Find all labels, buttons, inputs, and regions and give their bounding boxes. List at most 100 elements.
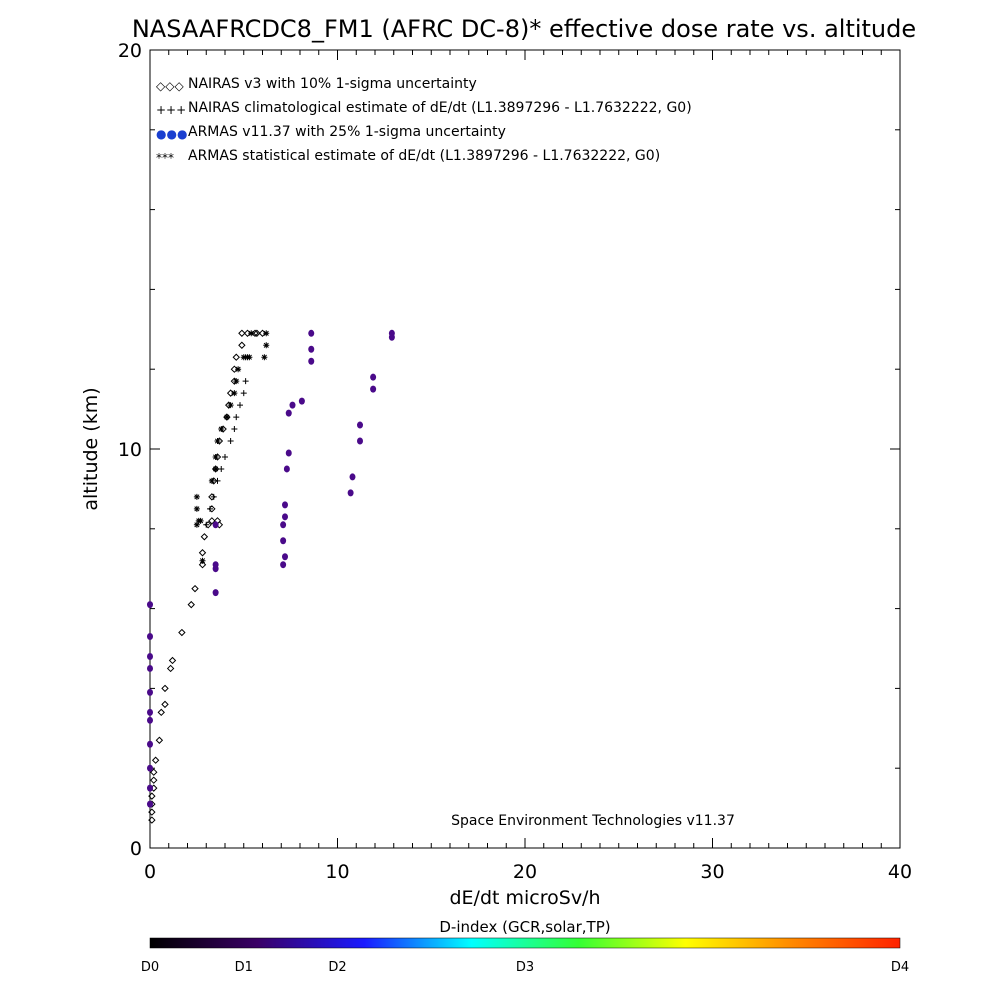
colorbar-label: D3 (516, 960, 534, 975)
armas-statistical-point (246, 354, 253, 361)
plot-frame (149, 49, 901, 849)
nairas-v3-point (200, 533, 209, 541)
legend-label: ARMAS statistical estimate of dE/dt (L1.… (188, 148, 660, 164)
armas-statistical-point (223, 414, 230, 421)
nairas-v3-point (243, 329, 252, 337)
armas-point (147, 664, 153, 672)
armas-point (212, 561, 219, 569)
armas-point (282, 553, 288, 561)
armas-point (212, 521, 219, 529)
nairas-v3-point (148, 808, 156, 816)
colorbar-title: D-index (GCR,solar,TP) (439, 918, 610, 936)
nairas-v3-point (230, 365, 239, 373)
armas-point (280, 537, 287, 545)
y-axis-label: altitude (km) (80, 387, 102, 510)
colorbar-label: D1 (235, 960, 253, 975)
x-tick-label: 30 (700, 861, 724, 883)
armas-statistical-point (214, 438, 221, 445)
armas-point (147, 800, 153, 808)
armas-statistical-point (233, 378, 240, 385)
armas-statistical-point (212, 465, 219, 472)
armas-point (212, 589, 219, 597)
armas-point (147, 716, 153, 724)
nairas-v3-point (238, 341, 246, 349)
nairas-v3-point (232, 353, 240, 361)
armas-statistical-point (227, 402, 234, 409)
nairas-v3-point (150, 768, 158, 776)
nairas-v3-point (253, 329, 261, 337)
armas-point (147, 784, 153, 792)
nairas-v3-point (151, 756, 160, 764)
y-tick-label: 20 (118, 40, 142, 62)
x-axis-label: dE/dt microSv/h (449, 887, 600, 909)
armas-point (308, 329, 315, 337)
armas-statistical-point (248, 330, 255, 337)
nairas-climatology-point (233, 414, 240, 421)
axis-tick-labels: 0 10 20 30 40 0 10 20 (118, 40, 912, 883)
armas-statistical-point (193, 493, 200, 500)
armas-point (147, 740, 153, 748)
armas-point (147, 652, 153, 660)
colorbar-label: D4 (891, 960, 909, 975)
nairas-v3-point (198, 549, 207, 557)
armas-point (308, 345, 315, 353)
armas-point (370, 373, 377, 381)
nairas-v3-point (150, 776, 158, 784)
armas-point (357, 421, 363, 429)
armas-point (388, 329, 395, 337)
armas-point (147, 708, 153, 716)
armas-point (357, 437, 363, 445)
legend-label: ARMAS v11.37 with 25% 1-sigma uncertaint… (188, 124, 506, 140)
legend-label: NAIRAS climatological estimate of dE/dt … (188, 100, 692, 116)
armas-point (280, 561, 287, 569)
nairas-v3-point (258, 329, 267, 337)
armas-point (280, 521, 287, 529)
nairas-climatology-point (231, 426, 238, 433)
x-tick-label: 20 (513, 861, 537, 883)
armas-point (349, 473, 356, 481)
axis-ticks (149, 49, 901, 849)
armas-statistical-point (193, 505, 200, 512)
armas-statistical-point (212, 453, 219, 460)
nairas-climatology-point (203, 521, 210, 528)
nairas-v3-point (161, 700, 169, 709)
nairas-v3-point (148, 816, 156, 824)
legend-label: NAIRAS v3 with 10% 1-sigma uncertainty (188, 76, 477, 92)
armas-point (147, 601, 153, 609)
armas-point (147, 688, 153, 696)
nairas-v3-point (187, 600, 195, 609)
armas-statistical-point (263, 342, 270, 349)
nairas-climatology-point (210, 493, 217, 500)
armas-point (147, 764, 153, 772)
nairas-v3-point (168, 656, 177, 665)
nairas-climatology-point (207, 505, 213, 512)
armas-point (308, 357, 315, 365)
nairas-v3-point (251, 329, 259, 337)
armas-point (147, 633, 153, 641)
armas-point (347, 489, 354, 497)
nairas-climatology-point (237, 402, 243, 409)
armas-statistical-point (263, 330, 270, 337)
nairas-v3-point (226, 389, 235, 397)
nairas-v3-point (208, 517, 216, 525)
nairas-v3-point (157, 708, 165, 717)
armas-statistical-point (197, 517, 204, 524)
armas-point (283, 465, 290, 473)
nairas-v3-point (238, 329, 246, 337)
nairas-v3-point (166, 664, 175, 673)
armas-statistical-point (193, 521, 200, 528)
nairas-climatology-point (240, 390, 247, 397)
y-tick-label: 10 (118, 439, 142, 461)
colorbar (149, 937, 901, 949)
y-tick-label: 0 (130, 838, 142, 860)
armas-statistical-point (240, 354, 247, 361)
version-annotation: Space Environment Technologies v11.37 (451, 813, 735, 829)
armas-point (282, 513, 288, 521)
nairas-v3-point (155, 736, 164, 744)
legend-symbol: ◇◇◇ (156, 79, 184, 93)
armas-statistical-point (208, 477, 215, 484)
nairas-v3-point (148, 792, 156, 800)
data-points (147, 329, 395, 824)
legend: ◇◇◇ NAIRAS v3 with 10% 1-sigma uncertaint… (156, 76, 692, 165)
